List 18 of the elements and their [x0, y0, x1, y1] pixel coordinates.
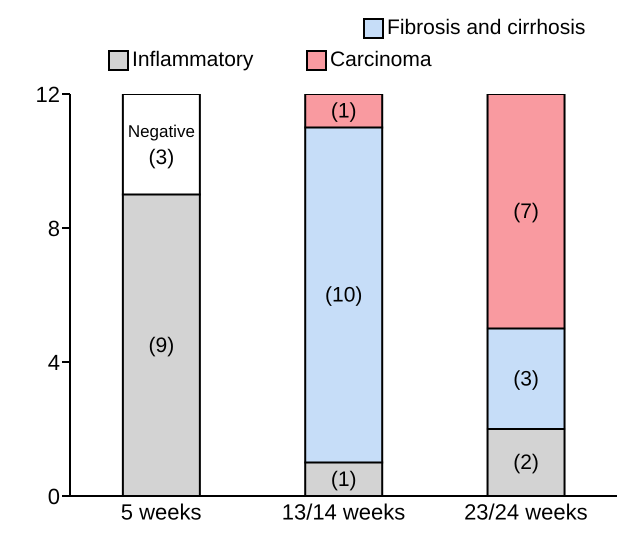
y-tick-label: 8	[48, 216, 60, 241]
x-tick-label: 13/14 weeks	[282, 500, 406, 525]
data-label: (9)	[148, 334, 174, 357]
legend-label: Carcinoma	[330, 48, 432, 72]
y-tick-label: 0	[48, 484, 60, 509]
legend-label: Fibrosis and cirrhosis	[387, 16, 586, 40]
y-tick-label: 4	[48, 350, 60, 375]
data-label: (3)	[513, 367, 539, 390]
data-label: (1)	[330, 468, 357, 491]
data-label: (2)	[513, 451, 539, 474]
y-tick-label: 12	[36, 82, 60, 107]
data-label: (10)	[325, 284, 362, 306]
x-tick-label: 5 weeks	[120, 500, 202, 525]
data-label: Negative (3)	[128, 122, 195, 169]
legend-label: Inflammatory	[132, 48, 254, 72]
data-label: (7)	[513, 200, 539, 223]
x-tick-label: 23/24 weeks	[464, 500, 588, 525]
data-label: (1)	[330, 99, 357, 122]
